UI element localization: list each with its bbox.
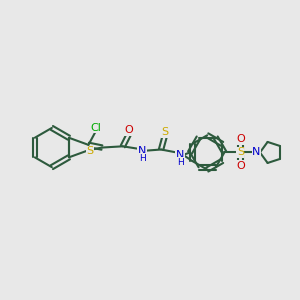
Text: S: S [161, 127, 168, 137]
Text: S: S [237, 148, 244, 158]
Text: Cl: Cl [90, 123, 101, 133]
Text: S: S [86, 146, 93, 157]
Text: O: O [124, 125, 133, 135]
Text: H: H [177, 158, 184, 167]
Text: H: H [139, 154, 146, 163]
Text: N: N [176, 150, 184, 160]
Text: N: N [252, 148, 260, 158]
Text: O: O [236, 161, 245, 171]
Text: N: N [138, 146, 146, 156]
Text: O: O [236, 134, 245, 144]
